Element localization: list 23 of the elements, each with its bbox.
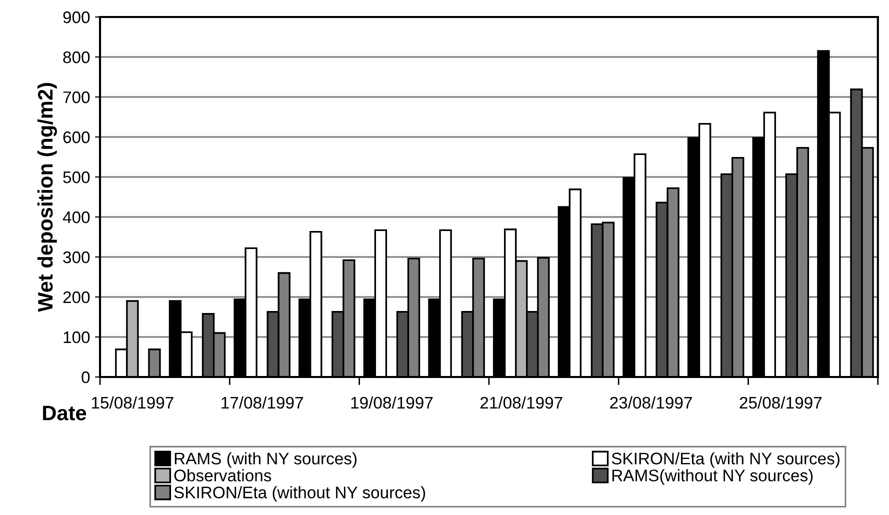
legend-label: SKIRON/Eta (without NY sources) bbox=[174, 486, 426, 502]
y-tick-label: 300 bbox=[63, 251, 90, 264]
y-tick-label: 100 bbox=[64, 331, 90, 344]
y-tick-label: 900 bbox=[63, 11, 90, 24]
y-tick-label: 200 bbox=[63, 291, 90, 304]
y-tick-label: 400 bbox=[62, 211, 90, 224]
y-axis-title: Wet deposition (ng/m2) bbox=[37, 83, 57, 312]
y-tick-label: 600 bbox=[63, 131, 90, 144]
y-tick-label: 500 bbox=[63, 171, 90, 184]
x-tick-label: 17/08/1997 bbox=[222, 396, 303, 409]
legend-label: RAMS(without NY sources) bbox=[612, 469, 813, 485]
legend-label: SKIRON/Eta (with NY sources) bbox=[612, 452, 840, 468]
x-tick-label: 25/08/1997 bbox=[740, 396, 822, 409]
x-tick-label: 23/08/1997 bbox=[610, 396, 692, 409]
x-tick-label: 19/08/1997 bbox=[351, 396, 433, 409]
x-tick-label: 15/08/1997 bbox=[92, 396, 174, 409]
legend-label: RAMS (with NY sources) bbox=[174, 452, 356, 468]
y-tick-label: 0 bbox=[82, 371, 90, 384]
y-tick-label: 800 bbox=[63, 51, 90, 64]
x-axis-title: Date bbox=[43, 406, 86, 420]
legend-label: Observations bbox=[174, 469, 272, 482]
y-tick-label: 700 bbox=[63, 91, 90, 104]
x-tick-label: 21/08/1997 bbox=[480, 396, 562, 409]
